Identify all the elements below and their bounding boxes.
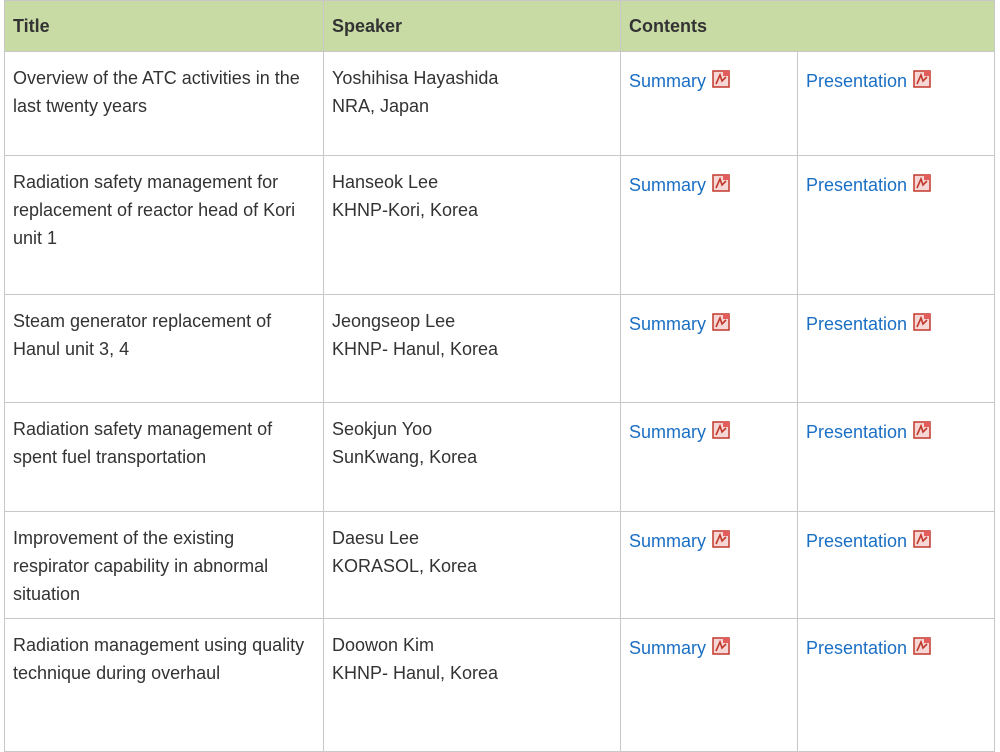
title-cell: Radiation safety management of spent fue…: [4, 402, 324, 512]
pdf-icon: [712, 70, 730, 88]
speaker-cell: Daesu Lee KORASOL, Korea: [323, 511, 621, 619]
presentation-cell: Presentation: [797, 51, 995, 156]
link-wrap: Presentation: [806, 527, 931, 555]
pdf-icon: [913, 421, 931, 439]
header-cell: Speaker: [323, 0, 621, 52]
pdf-icon: [913, 530, 931, 548]
row: Steam generator replacement of Hanul uni…: [4, 294, 995, 403]
speaker-line: NRA, Japan: [332, 96, 430, 116]
link-wrap: Summary: [629, 310, 730, 338]
presentation-link[interactable]: Presentation: [806, 71, 908, 91]
row: Radiation management using quality techn…: [4, 618, 995, 752]
presentation-link[interactable]: Presentation: [806, 531, 908, 551]
title-cell: Steam generator replacement of Hanul uni…: [4, 294, 324, 403]
header-cell: Contents: [620, 0, 995, 52]
summary-cell: Summary: [620, 51, 798, 156]
speaker-line: Doowon Kim: [332, 635, 435, 655]
speaker-line: Yoshihisa Hayashida: [332, 68, 499, 88]
presentation-cell: Presentation: [797, 618, 995, 752]
summary-cell: Summary: [620, 294, 798, 403]
speaker-line: KHNP- Hanul, Korea: [332, 663, 499, 683]
row: Overview of the ATC activities in the la…: [4, 51, 995, 156]
presentation-cell: Presentation: [797, 155, 995, 295]
link-wrap: Summary: [629, 67, 730, 95]
summary-cell: Summary: [620, 155, 798, 295]
summary-link[interactable]: Summary: [629, 531, 707, 551]
speaker-line: Seokjun Yoo: [332, 419, 433, 439]
speaker-line: KHNP-Kori, Korea: [332, 200, 479, 220]
link-wrap: Presentation: [806, 310, 931, 338]
pdf-icon: [712, 637, 730, 655]
link-wrap: Presentation: [806, 634, 931, 662]
speaker-line: Hanseok Lee: [332, 172, 439, 192]
presentation-cell: Presentation: [797, 294, 995, 403]
title-cell: Radiation management using quality techn…: [4, 618, 324, 752]
pdf-icon: [913, 637, 931, 655]
pdf-icon: [712, 313, 730, 331]
speaker-cell: Jeongseop Lee KHNP- Hanul, Korea: [323, 294, 621, 403]
row: Radiation safety management of spent fue…: [4, 402, 995, 512]
speaker-cell: Hanseok Lee KHNP-Kori, Korea: [323, 155, 621, 295]
row: Improvement of the existing respirator c…: [4, 511, 995, 619]
title-cell: Improvement of the existing respirator c…: [4, 511, 324, 619]
speaker-line: KORASOL, Korea: [332, 556, 478, 576]
presentation-link[interactable]: Presentation: [806, 314, 908, 334]
pdf-icon: [913, 174, 931, 192]
speaker-line: Jeongseop Lee: [332, 311, 456, 331]
speaker-cell: Doowon Kim KHNP- Hanul, Korea: [323, 618, 621, 752]
header-row: Title Speaker Contents: [4, 0, 995, 52]
pdf-icon: [712, 421, 730, 439]
link-wrap: Summary: [629, 527, 730, 555]
pdf-icon: [913, 70, 931, 88]
speaker-line: SunKwang, Korea: [332, 447, 478, 467]
summary-cell: Summary: [620, 618, 798, 752]
presentation-link[interactable]: Presentation: [806, 638, 908, 658]
presentation-cell: Presentation: [797, 402, 995, 512]
row: Radiation safety management for replacem…: [4, 155, 995, 295]
presentation-link[interactable]: Presentation: [806, 422, 908, 442]
presentation-link[interactable]: Presentation: [806, 175, 908, 195]
speaker-cell: Yoshihisa Hayashida NRA, Japan: [323, 51, 621, 156]
pdf-icon: [712, 530, 730, 548]
header-cell: Title: [4, 0, 324, 52]
speaker-cell: Seokjun Yoo SunKwang, Korea: [323, 402, 621, 512]
summary-link[interactable]: Summary: [629, 175, 707, 195]
speaker-line: KHNP- Hanul, Korea: [332, 339, 499, 359]
speaker-line: Daesu Lee: [332, 528, 420, 548]
presentation-cell: Presentation: [797, 511, 995, 619]
link-wrap: Summary: [629, 418, 730, 446]
title-cell: Overview of the ATC activities in the la…: [4, 51, 324, 156]
link-wrap: Presentation: [806, 171, 931, 199]
sessions-table: Title Speaker Contents Overview of the A…: [4, 0, 995, 752]
summary-link[interactable]: Summary: [629, 314, 707, 334]
summary-link[interactable]: Summary: [629, 638, 707, 658]
link-wrap: Summary: [629, 171, 730, 199]
summary-link[interactable]: Summary: [629, 422, 707, 442]
summary-link[interactable]: Summary: [629, 71, 707, 91]
link-wrap: Presentation: [806, 418, 931, 446]
link-wrap: Presentation: [806, 67, 931, 95]
summary-cell: Summary: [620, 511, 798, 619]
summary-cell: Summary: [620, 402, 798, 512]
pdf-icon: [913, 313, 931, 331]
pdf-icon: [712, 174, 730, 192]
link-wrap: Summary: [629, 634, 730, 662]
title-cell: Radiation safety management for replacem…: [4, 155, 324, 295]
